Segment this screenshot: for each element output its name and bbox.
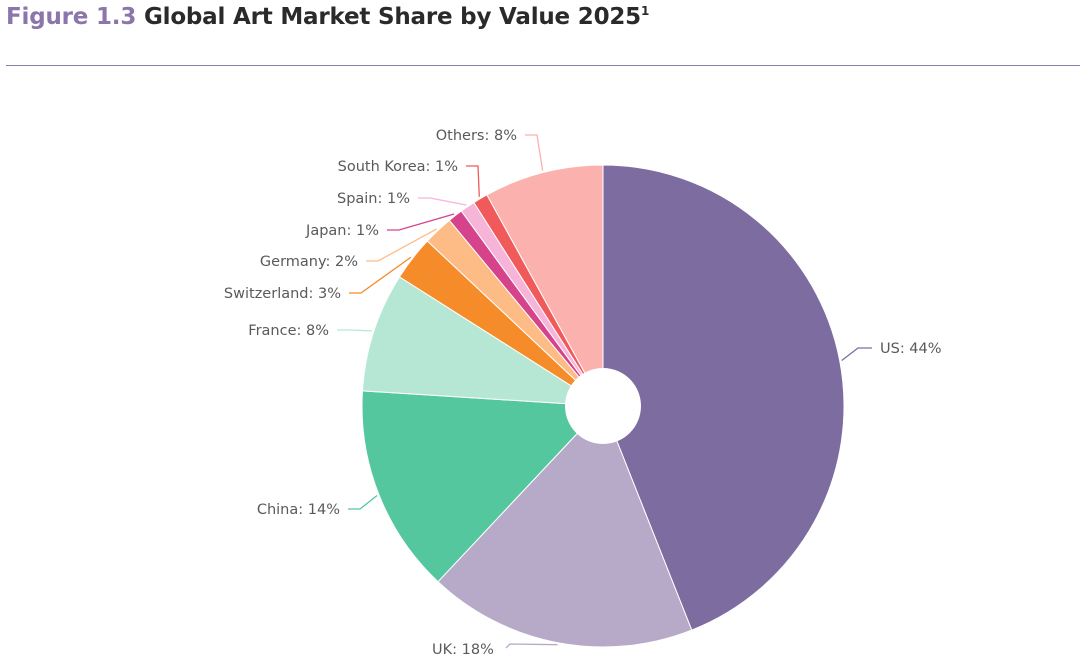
leader-lines <box>337 134 872 649</box>
slice-label-others: Others: 8% <box>436 128 517 144</box>
leader-line-uk <box>505 643 558 649</box>
pie-slices <box>361 164 845 648</box>
slice-label-us: US: 44% <box>880 341 942 357</box>
leader-line-japan <box>387 213 455 231</box>
slice-label-uk: UK: 18% <box>432 642 494 658</box>
pie-slice-others <box>486 164 604 407</box>
leader-line-china <box>348 494 378 510</box>
figure-footnote: 1 <box>640 4 650 18</box>
leader-line-spain <box>418 197 467 206</box>
pie-slice-china <box>361 390 605 583</box>
donut-hole <box>565 368 641 444</box>
leader-line-south-korea <box>466 165 480 197</box>
slice-label-germany: Germany: 2% <box>260 254 358 270</box>
slice-label-china: China: 14% <box>257 502 340 518</box>
pie-slice-france <box>361 276 604 407</box>
slice-label-switzerland: Switzerland: 3% <box>224 286 341 302</box>
slice-label-france: France: 8% <box>248 323 329 339</box>
figure-title-text: Global Art Market Share by Value 2025 <box>143 4 641 30</box>
title-divider <box>6 65 1080 66</box>
pie-slice-uk <box>437 405 693 648</box>
figure-number: Figure 1.3 <box>6 4 137 30</box>
slice-label-south-korea: South Korea: 1% <box>338 159 458 175</box>
leader-line-others <box>525 134 544 171</box>
leader-line-france <box>337 329 372 332</box>
figure-title: Figure 1.3 Global Art Market Share by Va… <box>6 4 649 30</box>
slice-labels: US: 44% UK: 18% China: 14% France: 8% Switze… <box>224 128 942 658</box>
slice-label-japan: Japan: 1% <box>305 223 379 239</box>
leader-line-switzerland <box>349 256 412 294</box>
slice-label-spain: Spain: 1% <box>337 191 410 207</box>
leader-line-us <box>841 347 872 362</box>
leader-line-germany <box>366 228 438 262</box>
pie-slice-us <box>602 164 845 631</box>
